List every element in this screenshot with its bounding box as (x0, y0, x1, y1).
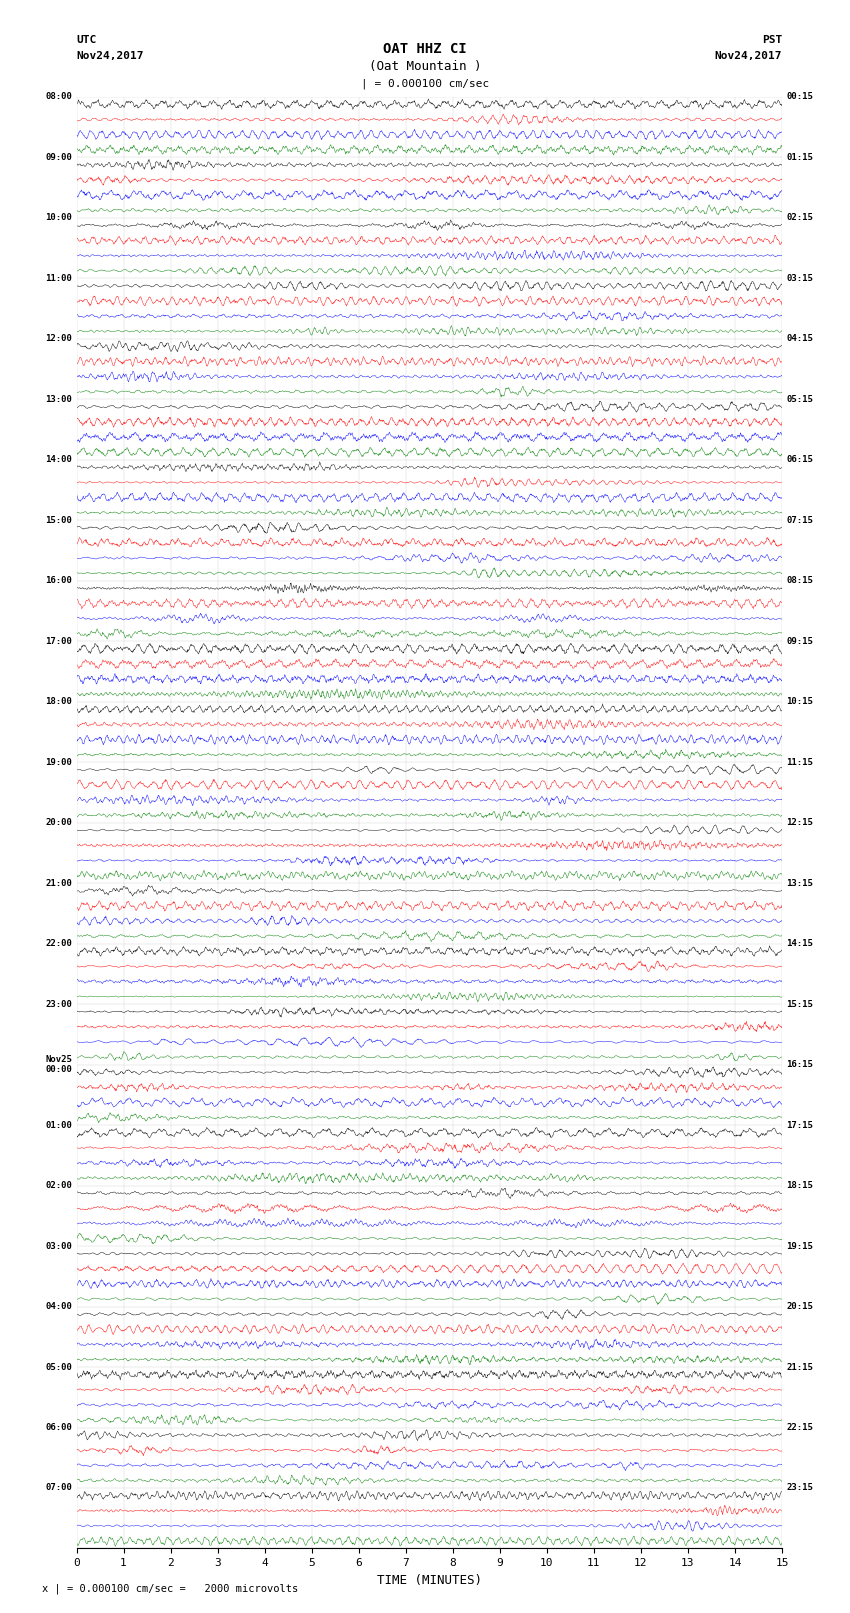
Text: (Oat Mountain ): (Oat Mountain ) (369, 60, 481, 73)
Text: 04:15: 04:15 (786, 334, 813, 344)
Text: Nov24,2017: Nov24,2017 (715, 52, 782, 61)
Text: x | = 0.000100 cm/sec =   2000 microvolts: x | = 0.000100 cm/sec = 2000 microvolts (42, 1582, 298, 1594)
Text: 08:00: 08:00 (45, 92, 72, 102)
Text: 19:00: 19:00 (45, 758, 72, 766)
Text: 11:15: 11:15 (786, 758, 813, 766)
Text: 05:00: 05:00 (45, 1363, 72, 1371)
Text: 13:00: 13:00 (45, 395, 72, 403)
Text: 14:00: 14:00 (45, 455, 72, 465)
Text: 09:15: 09:15 (786, 637, 813, 645)
Text: | = 0.000100 cm/sec: | = 0.000100 cm/sec (361, 77, 489, 89)
Text: 01:00: 01:00 (45, 1121, 72, 1129)
Text: 00:15: 00:15 (786, 92, 813, 102)
Text: UTC: UTC (76, 35, 97, 45)
Text: 23:15: 23:15 (786, 1484, 813, 1492)
Text: 16:15: 16:15 (786, 1060, 813, 1069)
Text: 16:00: 16:00 (45, 576, 72, 586)
Text: 02:00: 02:00 (45, 1181, 72, 1190)
Text: 21:15: 21:15 (786, 1363, 813, 1371)
Text: 02:15: 02:15 (786, 213, 813, 223)
Text: 13:15: 13:15 (786, 879, 813, 887)
Text: PST: PST (762, 35, 782, 45)
Text: 20:15: 20:15 (786, 1302, 813, 1311)
Text: 15:00: 15:00 (45, 516, 72, 524)
Text: 06:15: 06:15 (786, 455, 813, 465)
Text: 06:00: 06:00 (45, 1423, 72, 1432)
X-axis label: TIME (MINUTES): TIME (MINUTES) (377, 1574, 482, 1587)
Text: 05:15: 05:15 (786, 395, 813, 403)
Text: 23:00: 23:00 (45, 1000, 72, 1008)
Text: 21:00: 21:00 (45, 879, 72, 887)
Text: 15:15: 15:15 (786, 1000, 813, 1008)
Text: 17:00: 17:00 (45, 637, 72, 645)
Text: 01:15: 01:15 (786, 153, 813, 161)
Text: 07:15: 07:15 (786, 516, 813, 524)
Text: 11:00: 11:00 (45, 274, 72, 282)
Text: 03:15: 03:15 (786, 274, 813, 282)
Text: OAT HHZ CI: OAT HHZ CI (383, 42, 467, 56)
Text: 12:00: 12:00 (45, 334, 72, 344)
Text: 09:00: 09:00 (45, 153, 72, 161)
Text: 07:00: 07:00 (45, 1484, 72, 1492)
Text: 10:15: 10:15 (786, 697, 813, 706)
Text: 12:15: 12:15 (786, 818, 813, 827)
Text: 10:00: 10:00 (45, 213, 72, 223)
Text: 03:00: 03:00 (45, 1242, 72, 1250)
Text: 08:15: 08:15 (786, 576, 813, 586)
Text: 22:00: 22:00 (45, 939, 72, 948)
Text: 18:15: 18:15 (786, 1181, 813, 1190)
Text: 20:00: 20:00 (45, 818, 72, 827)
Text: 17:15: 17:15 (786, 1121, 813, 1129)
Text: 18:00: 18:00 (45, 697, 72, 706)
Text: 14:15: 14:15 (786, 939, 813, 948)
Text: Nov24,2017: Nov24,2017 (76, 52, 144, 61)
Text: 22:15: 22:15 (786, 1423, 813, 1432)
Text: Nov25
00:00: Nov25 00:00 (45, 1055, 72, 1074)
Text: 04:00: 04:00 (45, 1302, 72, 1311)
Text: 19:15: 19:15 (786, 1242, 813, 1250)
